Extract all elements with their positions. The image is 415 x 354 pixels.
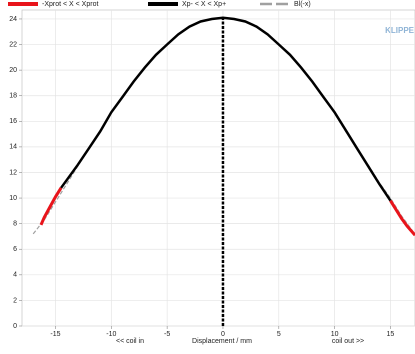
y-tick-label: 2 — [13, 297, 17, 304]
y-tick-label: 10 — [9, 195, 17, 202]
y-tick-label: 20 — [9, 67, 17, 74]
x-tick-label: -10 — [106, 331, 116, 338]
x-tick-label: 15 — [387, 331, 395, 338]
x-tick-label: 0 — [221, 331, 225, 338]
y-tick-label: 6 — [13, 246, 17, 253]
y-tick-label: 4 — [13, 272, 17, 279]
x-tick-label: 5 — [277, 331, 281, 338]
y-tick-label: 16 — [9, 118, 17, 125]
legend-label: Bl(-x) — [294, 1, 311, 8]
series-line — [60, 16, 392, 202]
x-axis-label: Displacement / mm — [192, 338, 252, 345]
logo: KLIPPE — [385, 26, 415, 35]
x-tick-label: -15 — [50, 331, 60, 338]
y-tick-label: 18 — [9, 93, 17, 100]
annotation: << coil in — [116, 338, 144, 345]
y-tick-label: 0 — [13, 323, 17, 330]
legend-label: Xp- < X < Xp+ — [182, 1, 226, 8]
y-tick-label: 12 — [9, 169, 17, 176]
series-line — [39, 187, 415, 237]
annotation: coil out >> — [332, 338, 364, 345]
y-tick-label: 24 — [9, 16, 17, 23]
y-tick-label: 8 — [13, 220, 17, 227]
x-tick-label: -5 — [164, 331, 170, 338]
y-tick-label: 14 — [9, 144, 17, 151]
y-tick-label: 22 — [9, 41, 17, 48]
plot-area — [21, 9, 415, 327]
legend-label: -Xprot < X < Xprot — [42, 1, 98, 8]
x-tick-label: 10 — [331, 331, 339, 338]
